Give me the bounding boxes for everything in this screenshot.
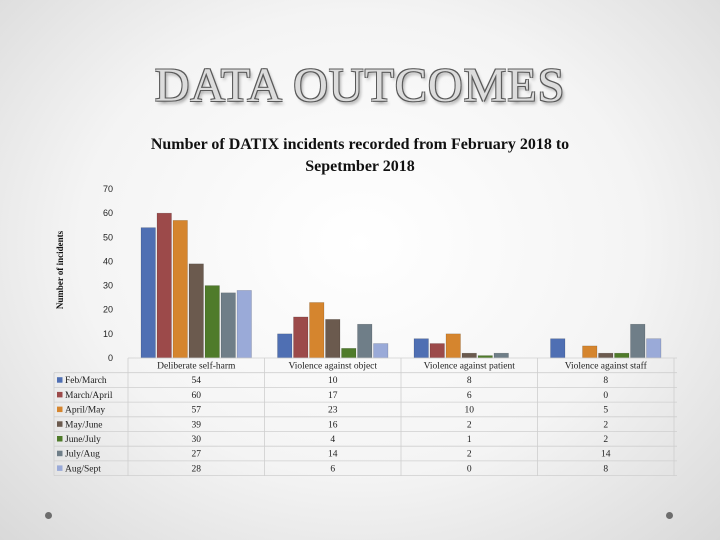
data-table-value: 2	[467, 450, 472, 460]
category-label: Violence against staff	[565, 361, 648, 372]
legend-label: July/Aug	[65, 450, 100, 460]
bar-aug-sept-0	[236, 290, 252, 359]
data-table-value: 6	[330, 464, 335, 474]
data-table-value: 8	[467, 376, 472, 386]
bar-july-aug-1	[357, 323, 373, 359]
category-label: Violence against object	[288, 362, 377, 372]
bar-april-may-2	[445, 333, 461, 359]
data-table-value: 60	[192, 391, 202, 401]
bar-july-aug-0	[220, 292, 236, 359]
bar-aug-sept-1	[373, 343, 389, 359]
y-tick-label: 70	[103, 184, 113, 194]
slide-dot-bottom-right	[666, 512, 673, 519]
data-table-value: 2	[603, 420, 608, 430]
y-tick-label: 20	[103, 305, 113, 315]
data-table-value: 2	[603, 435, 608, 445]
y-tick-label: 60	[103, 208, 113, 218]
legend-label: April/May	[65, 406, 105, 416]
data-table-value: 2	[467, 420, 472, 430]
slide-dot-bottom-left	[45, 512, 52, 519]
bar-april-may-1	[309, 302, 325, 359]
data-table-value: 0	[603, 391, 608, 401]
data-table-value: 0	[467, 464, 472, 474]
legend-key	[57, 421, 63, 427]
data-table-value: 39	[192, 420, 202, 430]
bar-may-june-2	[461, 352, 477, 359]
data-table-value: 14	[328, 450, 338, 460]
data-table-value: 8	[603, 376, 608, 386]
y-tick-label: 10	[103, 329, 113, 339]
y-tick-label: 30	[103, 281, 113, 291]
data-table-value: 54	[192, 376, 202, 386]
data-table-value: 1	[467, 435, 472, 445]
data-table-value: 8	[603, 464, 608, 474]
bar-june-july-1	[341, 348, 357, 359]
bar-feb-march-1	[277, 333, 293, 359]
bar-june-july-0	[204, 285, 220, 359]
legend-key	[57, 406, 63, 413]
bar-july-aug-2	[493, 352, 509, 359]
bar-march-april-0	[156, 212, 172, 359]
data-table-value: 4	[330, 435, 335, 445]
legend-key	[57, 391, 63, 398]
data-table-value: 6	[467, 391, 472, 401]
data-table-value: 14	[601, 450, 611, 460]
y-tick-label: 50	[103, 232, 113, 242]
slide-title: DATA OUTCOMES	[154, 59, 566, 112]
data-table-value: 17	[328, 391, 338, 401]
chart-title-line-1: Number of DATIX incidents recorded from …	[150, 136, 570, 153]
bar-march-april-2	[429, 343, 445, 359]
data-table-value: 57	[192, 406, 202, 416]
legend-label: Aug/Sept	[65, 464, 101, 474]
bar-june-july-3	[614, 352, 630, 359]
bar-march-april-1	[293, 316, 309, 359]
data-table-value: 10	[328, 376, 338, 386]
data-table-value: 27	[192, 450, 202, 460]
data-table-value: 16	[328, 420, 338, 430]
chart-title-line-2: Sepetmber 2018	[305, 158, 415, 175]
data-table-value: 23	[328, 406, 338, 416]
data-table-value: 30	[192, 435, 202, 445]
bar-feb-march-3	[550, 338, 566, 359]
data-table-value: 28	[192, 464, 202, 474]
y-tick-label: 40	[103, 256, 113, 266]
bar-may-june-3	[598, 352, 614, 359]
category-label: Violence against patient	[424, 362, 516, 372]
bar-may-june-0	[188, 263, 204, 359]
legend-label: Feb/March	[65, 376, 107, 386]
bar-aug-sept-3	[646, 338, 662, 359]
chart-title: Number of DATIX incidents recorded from …	[110, 134, 610, 178]
bar-feb-march-0	[140, 227, 156, 359]
legend-label: June/July	[65, 435, 101, 445]
data-table-value: 10	[465, 406, 475, 416]
legend-key	[57, 450, 63, 457]
legend-key	[57, 436, 63, 442]
y-tick-label: 0	[108, 353, 113, 363]
bar-may-june-1	[325, 319, 341, 359]
category-label: Deliberate self-harm	[157, 361, 236, 372]
legend-label: May/June	[65, 420, 102, 430]
bar-feb-march-2	[413, 338, 429, 359]
bar-july-aug-3	[630, 323, 646, 359]
data-table-value: 5	[603, 406, 608, 416]
legend-key	[57, 377, 63, 383]
bar-april-may-3	[582, 345, 598, 359]
bar-april-may-0	[172, 220, 188, 359]
legend-key	[57, 465, 63, 471]
legend-label: March/April	[65, 391, 113, 401]
